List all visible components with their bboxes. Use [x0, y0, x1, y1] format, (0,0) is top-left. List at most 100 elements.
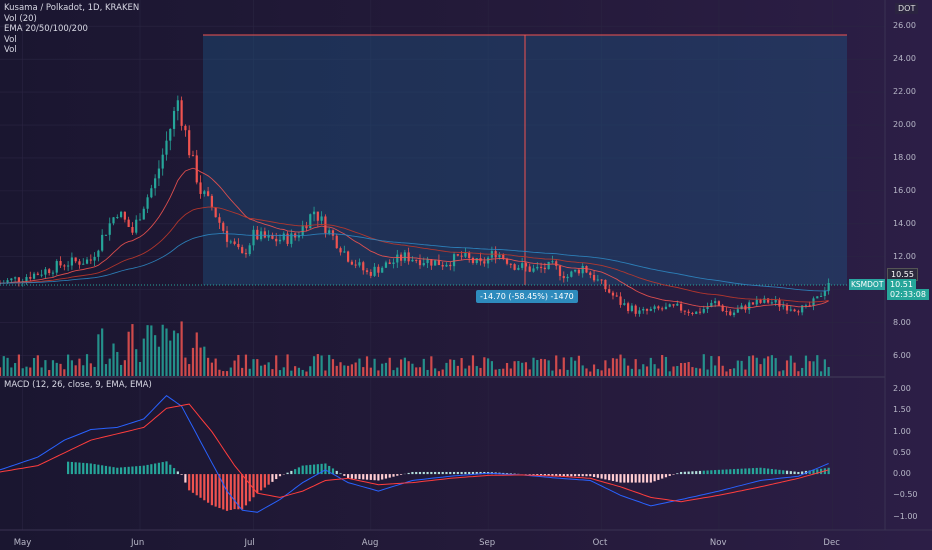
volume-bar: [362, 367, 365, 376]
macd-hist-bar: [763, 468, 766, 475]
volume-bar: [452, 359, 456, 376]
volume-bar: [615, 358, 618, 376]
candle-body: [524, 263, 528, 267]
candle-body: [437, 260, 441, 266]
macd-hist-bar: [759, 467, 762, 475]
candle-body: [362, 262, 365, 271]
volume-bar: [774, 358, 777, 376]
indicator-ema[interactable]: EMA 20/50/100/200: [4, 24, 88, 34]
macd-hist-bar: [600, 474, 603, 479]
candle-body: [112, 217, 115, 224]
ema-lines: [0, 167, 829, 309]
ema-20-line: [0, 167, 829, 309]
candle-body: [630, 305, 633, 312]
volume-bar: [184, 357, 187, 376]
candle-body: [331, 230, 335, 236]
macd-hist-bar: [324, 463, 327, 475]
macd-hist-bar: [729, 469, 732, 475]
candle-body: [471, 258, 475, 263]
volume-bar: [320, 355, 323, 376]
macd-hist-bar: [536, 474, 539, 475]
candle-body: [789, 309, 792, 311]
candle-body: [214, 207, 217, 218]
macd-hist-bar: [207, 474, 210, 503]
candle-body: [509, 263, 512, 265]
macd-hist-bar: [365, 474, 369, 480]
macd-histogram: [67, 461, 830, 511]
candle-body: [172, 110, 176, 129]
candle-body: [426, 259, 429, 264]
volume-bar: [138, 361, 142, 376]
measure-range-tool[interactable]: [203, 34, 847, 285]
volume-bar: [748, 356, 751, 376]
macd-hist-bar: [108, 466, 111, 475]
candle-body: [816, 296, 819, 299]
macd-hist-bar: [377, 474, 380, 481]
indicator-vol20[interactable]: Vol (20): [4, 13, 37, 24]
macd-hist-bar: [808, 470, 811, 475]
price-axis-label: 8.00: [893, 317, 911, 327]
macd-hist-bar: [770, 469, 773, 475]
macd-hist-bar: [816, 469, 819, 475]
candle-body: [165, 140, 168, 155]
candle-body: [203, 191, 206, 194]
volume-bar: [691, 367, 694, 376]
macd-hist-bar: [233, 474, 236, 510]
candle-body: [55, 261, 58, 273]
macd-hist-bar: [664, 474, 668, 478]
volume-bar: [44, 360, 47, 376]
volume-bar: [645, 366, 649, 376]
macd-hist-bar: [623, 474, 626, 483]
volume-bars: [0, 321, 830, 376]
price-axis-label: 20.00: [893, 120, 916, 130]
macd-hist-bar: [294, 469, 297, 475]
candle-body: [150, 188, 153, 198]
candle-body: [513, 264, 516, 270]
macd-legend[interactable]: MACD (12, 26, close, 9, EMA, EMA): [4, 380, 152, 390]
volume-bar: [127, 331, 130, 376]
candle-body: [767, 298, 770, 303]
indicator-vol-a[interactable]: Vol: [4, 34, 17, 45]
macd-hist-bar: [399, 474, 403, 475]
macd-hist-bar: [627, 474, 630, 483]
volume-bar: [475, 366, 478, 376]
candle-body: [460, 255, 463, 257]
candle-body: [642, 309, 645, 311]
macd-hist-bar: [619, 474, 622, 483]
candle-body: [797, 311, 800, 313]
candle-body: [354, 264, 357, 266]
macd-hist-bar: [505, 473, 509, 475]
volume-bar: [142, 338, 145, 376]
candle-body: [248, 245, 251, 255]
volume-bar: [823, 359, 826, 376]
volume-bar: [732, 368, 736, 376]
macd-hist-bar: [146, 464, 149, 475]
macd-hist-bar: [157, 462, 161, 475]
candle-body: [464, 252, 467, 257]
macd-hist-bar: [176, 471, 179, 475]
macd-hist-bar: [827, 467, 830, 475]
volume-bar: [683, 362, 686, 376]
candle-body: [176, 100, 179, 111]
indicator-vol-b[interactable]: Vol: [4, 45, 17, 55]
volume-bar: [740, 360, 743, 376]
macd-hist-bar: [797, 471, 800, 475]
volume-bar: [165, 328, 168, 376]
volume-bar: [407, 361, 410, 376]
candle-body: [736, 309, 739, 313]
volume-bar: [418, 367, 422, 376]
volume-bar: [335, 365, 338, 376]
candle-body: [695, 311, 698, 315]
volume-bar: [89, 363, 92, 376]
volume-bar: [763, 358, 766, 376]
ema-100-line: [0, 233, 829, 292]
candle-body: [157, 168, 161, 179]
candle-body: [396, 254, 399, 263]
volume-bar: [278, 370, 282, 376]
time-axis-label: Jul: [244, 538, 255, 548]
symbol-title[interactable]: Kusama / Polkadot, 1D, KRAKEN: [4, 3, 140, 13]
candle-body: [691, 312, 694, 315]
candle-body: [562, 275, 565, 279]
volume-bar: [441, 369, 444, 376]
